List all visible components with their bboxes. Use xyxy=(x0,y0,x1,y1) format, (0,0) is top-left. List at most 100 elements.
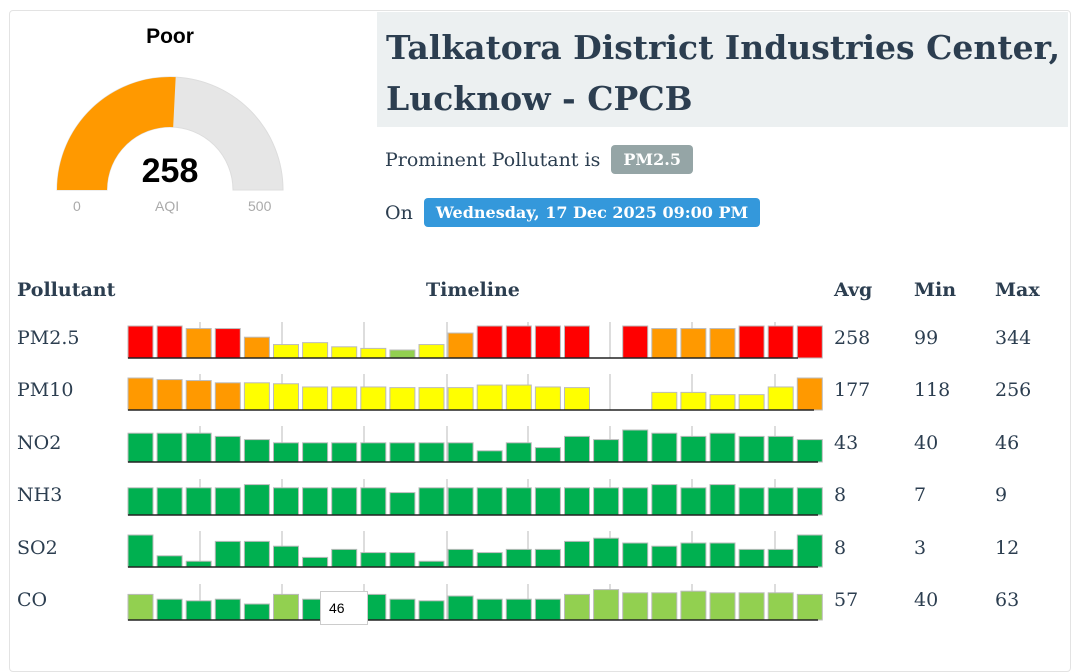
pollutant-name: PM2.5 xyxy=(17,327,80,349)
timeline-bar xyxy=(447,387,474,411)
timeline-bar xyxy=(447,548,474,568)
timeline-bar xyxy=(331,386,358,411)
timeline-bar xyxy=(418,344,445,359)
pollutant-max: 9 xyxy=(995,484,1008,506)
timeline-bar xyxy=(651,592,678,621)
timeline-bar xyxy=(593,537,620,568)
timeline-bar xyxy=(796,377,823,411)
pollutant-min: 7 xyxy=(914,484,927,506)
pollutant-avg: 43 xyxy=(834,432,859,454)
timeline-bar xyxy=(389,598,416,621)
timeline-bar xyxy=(651,545,678,568)
timeline-bar xyxy=(214,328,241,359)
timeline-bar xyxy=(127,377,154,411)
timeline-bar xyxy=(360,487,387,516)
timeline-bar xyxy=(389,387,416,411)
timeline-bar xyxy=(564,487,590,516)
timeline-bar xyxy=(796,487,823,516)
timeline-bar xyxy=(331,442,358,463)
pollutant-max: 344 xyxy=(995,327,1032,349)
timeline-bar xyxy=(156,555,183,568)
timeline-bar xyxy=(418,600,445,621)
timeline-bar xyxy=(127,325,154,359)
timeline-bar xyxy=(127,487,154,516)
prominent-pollutant-line: Prominent Pollutant is PM2.5 xyxy=(385,145,693,174)
datetime-badge: Wednesday, 17 Dec 2025 09:00 PM xyxy=(423,198,761,227)
prominent-prefix: Prominent Pollutant is xyxy=(385,149,601,171)
pollutant-max: 63 xyxy=(995,589,1020,611)
timeline-bar xyxy=(534,447,561,463)
timeline-bar xyxy=(273,344,299,359)
timeline-bar xyxy=(185,432,212,463)
timeline-bar xyxy=(243,603,270,621)
timeline-bar xyxy=(738,487,765,516)
timeline-bar xyxy=(680,590,707,621)
timeline-bar xyxy=(680,487,707,516)
timeline-bar xyxy=(796,325,823,359)
pollutant-name: CO xyxy=(17,589,48,611)
timeline-bar xyxy=(331,487,358,516)
timeline-bar xyxy=(505,548,532,568)
timeline-bar xyxy=(505,487,532,516)
timeline-bar xyxy=(505,598,532,621)
timeline-charts xyxy=(127,322,823,621)
pollutant-name: SO2 xyxy=(17,537,58,559)
timeline-bar xyxy=(185,600,212,621)
timeline-bar xyxy=(273,487,299,516)
timeline-bar xyxy=(796,439,823,463)
timeline-bar xyxy=(622,325,649,359)
timeline-bar xyxy=(767,435,794,463)
timeline-bar xyxy=(476,487,503,516)
timeline-bar xyxy=(447,332,474,359)
timeline-bar xyxy=(418,487,445,516)
pollutant-avg: 57 xyxy=(834,589,859,611)
timeline-bar xyxy=(156,379,183,411)
pollutant-avg: 177 xyxy=(834,379,871,401)
timeline-bar xyxy=(156,325,183,359)
timeline-bar xyxy=(360,386,387,411)
timeline-bar xyxy=(214,598,241,621)
header-avg: Avg xyxy=(834,279,873,301)
timeline-bar xyxy=(680,435,707,463)
timeline-bar xyxy=(767,487,794,516)
timeline-bar xyxy=(680,328,707,359)
timeline-bar xyxy=(767,592,794,621)
timeline-bar xyxy=(156,432,183,463)
timeline-bar xyxy=(214,540,241,568)
timeline-bar xyxy=(651,432,678,463)
timeline-bar xyxy=(680,542,707,568)
timeline-bar xyxy=(767,325,794,359)
timeline-bar xyxy=(651,484,678,516)
timeline-bar xyxy=(738,325,765,359)
pollutant-min: 118 xyxy=(914,379,951,401)
timeline-bar xyxy=(564,387,590,411)
timeline-bar xyxy=(505,442,532,463)
timeline-bar xyxy=(360,552,387,568)
timeline-bar xyxy=(593,439,620,463)
pollutant-avg: 8 xyxy=(834,484,847,506)
timeline-bar xyxy=(564,593,590,621)
timeline-bar xyxy=(622,487,649,516)
header-timeline: Timeline xyxy=(426,279,520,301)
timeline-bar xyxy=(389,492,416,516)
timeline-bar xyxy=(389,349,416,359)
timeline-bar xyxy=(534,548,561,568)
pollutant-min: 40 xyxy=(914,589,939,611)
gauge-fill xyxy=(57,77,176,190)
timeline-bar xyxy=(447,595,474,621)
timeline-bar xyxy=(273,442,299,463)
timeline-bar xyxy=(738,435,765,463)
timeline-bar xyxy=(709,432,736,463)
timeline-bar xyxy=(651,391,678,411)
timeline-bar xyxy=(273,545,299,568)
timeline-bar xyxy=(680,391,707,411)
timeline-bar xyxy=(709,394,736,411)
timeline-bar xyxy=(185,487,212,516)
timeline-bar xyxy=(738,548,765,568)
bar-tooltip: 46 xyxy=(320,591,368,625)
pollutant-min: 40 xyxy=(914,432,939,454)
timeline-bar xyxy=(302,442,329,463)
timeline-bar xyxy=(564,540,590,568)
gauge-min-label: 0 xyxy=(73,198,81,214)
pollutant-avg: 258 xyxy=(834,327,871,349)
